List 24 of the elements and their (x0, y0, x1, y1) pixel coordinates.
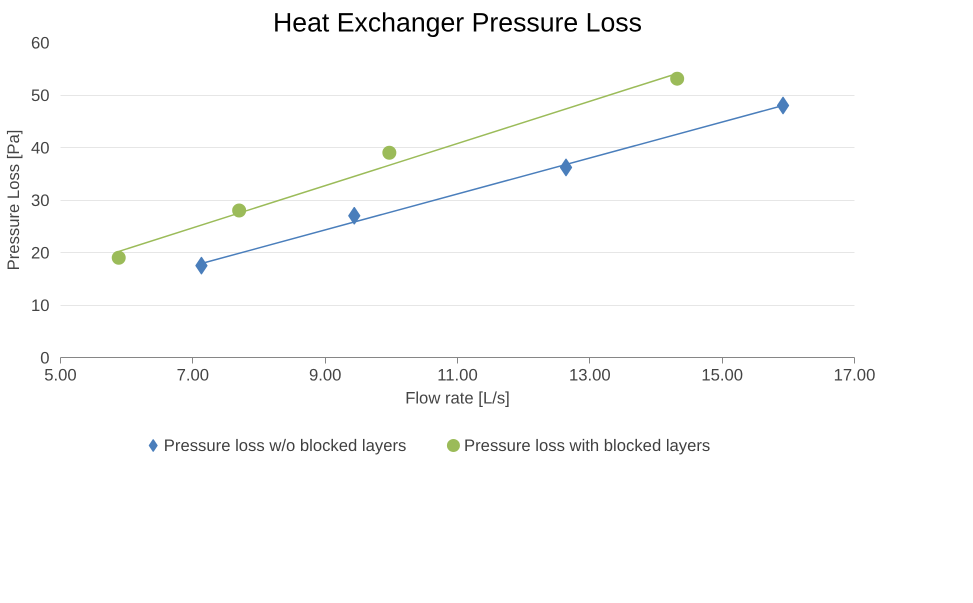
x-tick-label: 15.00 (701, 366, 744, 384)
y-axis-title: Pressure Loss [Pa] (4, 130, 23, 270)
x-tick-label: 11.00 (437, 366, 478, 384)
y-tick-label: 40 (30, 138, 50, 158)
x-axis-title: Flow rate [L/s] (405, 388, 510, 408)
y-tick-label: 30 (30, 191, 50, 210)
point (195, 256, 208, 275)
point (776, 96, 790, 114)
point (670, 72, 684, 86)
y-tick-label: 50 (30, 86, 50, 105)
x-tick-label: 7.00 (176, 366, 210, 384)
x-tick-label: 5.00 (44, 366, 77, 384)
legend-label: Pressure loss w/o blocked layers (164, 436, 406, 455)
y-tick-label: 60 (30, 34, 50, 52)
x-tick-label: 13.00 (568, 366, 611, 384)
legend-label: Pressure loss with blocked layers (464, 436, 710, 455)
x-tick-label: 9.00 (308, 366, 342, 384)
chart-title: Heat Exchanger Pressure Loss (273, 8, 642, 38)
y-tick-label: 20 (30, 244, 50, 262)
point (382, 146, 396, 160)
point (112, 250, 126, 265)
y-tick-label: 10 (30, 296, 50, 315)
x-tick-label: 17.00 (834, 366, 876, 384)
y-tick-label: 0 (40, 348, 50, 368)
